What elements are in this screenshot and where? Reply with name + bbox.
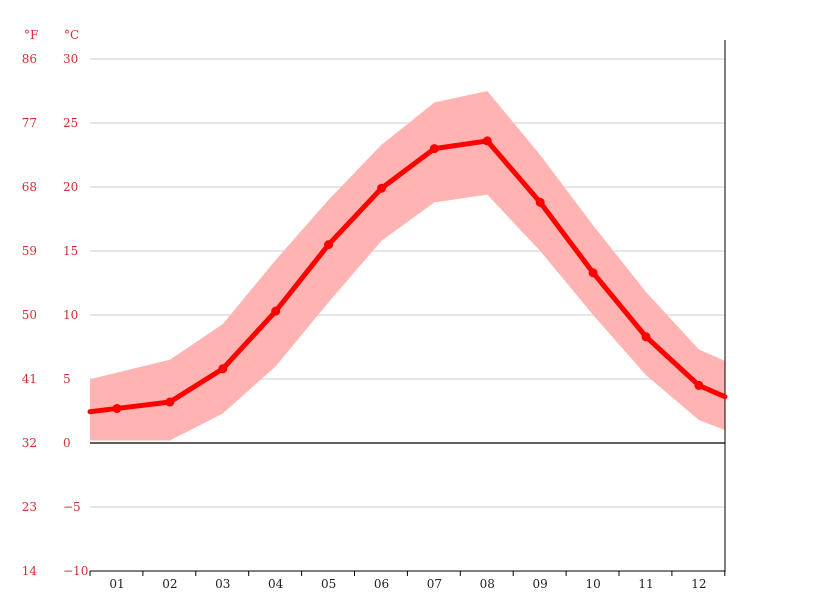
y-tick-celsius: 10 bbox=[63, 308, 78, 322]
y-tick-celsius: −5 bbox=[63, 500, 81, 514]
y-tick-celsius: 25 bbox=[63, 116, 78, 130]
x-tick-label: 03 bbox=[215, 577, 230, 591]
y-tick-celsius: 30 bbox=[63, 52, 78, 66]
average-temperature-line bbox=[87, 138, 728, 415]
unit-fahrenheit-label: °F bbox=[24, 28, 38, 42]
x-tick-label: 02 bbox=[162, 577, 177, 591]
data-point bbox=[482, 136, 492, 146]
data-point bbox=[377, 183, 386, 193]
data-point bbox=[218, 364, 228, 374]
y-tick-celsius: −10 bbox=[63, 564, 88, 578]
data-point bbox=[165, 397, 175, 407]
y-tick-celsius: 0 bbox=[63, 436, 71, 450]
data-point bbox=[112, 403, 122, 413]
x-tick-label: 05 bbox=[321, 577, 336, 591]
x-tick-label: 09 bbox=[533, 577, 548, 591]
y-tick-fahrenheit: 41 bbox=[22, 372, 37, 386]
y-tick-celsius: 20 bbox=[63, 180, 78, 194]
x-tick-label: 08 bbox=[480, 577, 495, 591]
data-point bbox=[694, 380, 704, 390]
y-tick-celsius: 5 bbox=[63, 372, 71, 386]
data-point bbox=[535, 197, 545, 207]
unit-celsius-label: °C bbox=[64, 28, 79, 42]
y-tick-fahrenheit: 68 bbox=[22, 180, 37, 194]
x-tick-label: 12 bbox=[691, 577, 706, 591]
y-tick-celsius: 15 bbox=[63, 244, 78, 258]
x-tick-label: 06 bbox=[374, 577, 389, 591]
data-point bbox=[324, 240, 334, 250]
y-tick-fahrenheit: 32 bbox=[22, 436, 37, 450]
x-tick-label: 04 bbox=[268, 577, 284, 591]
y-tick-fahrenheit: 50 bbox=[22, 308, 37, 322]
temperature-range-band bbox=[90, 91, 725, 441]
y-tick-fahrenheit: 77 bbox=[22, 116, 37, 130]
y-tick-fahrenheit: 86 bbox=[22, 52, 37, 66]
data-point bbox=[588, 268, 598, 278]
x-tick-label: 07 bbox=[427, 577, 442, 591]
x-tick-label: 01 bbox=[109, 577, 124, 591]
data-point bbox=[429, 144, 439, 154]
y-tick-fahrenheit: 23 bbox=[22, 500, 37, 514]
x-tick-label: 11 bbox=[638, 577, 653, 591]
x-tick-label: 10 bbox=[585, 577, 600, 591]
data-point bbox=[271, 306, 281, 316]
y-tick-fahrenheit: 59 bbox=[22, 244, 37, 258]
data-point bbox=[641, 332, 651, 342]
y-tick-fahrenheit: 14 bbox=[22, 564, 38, 578]
